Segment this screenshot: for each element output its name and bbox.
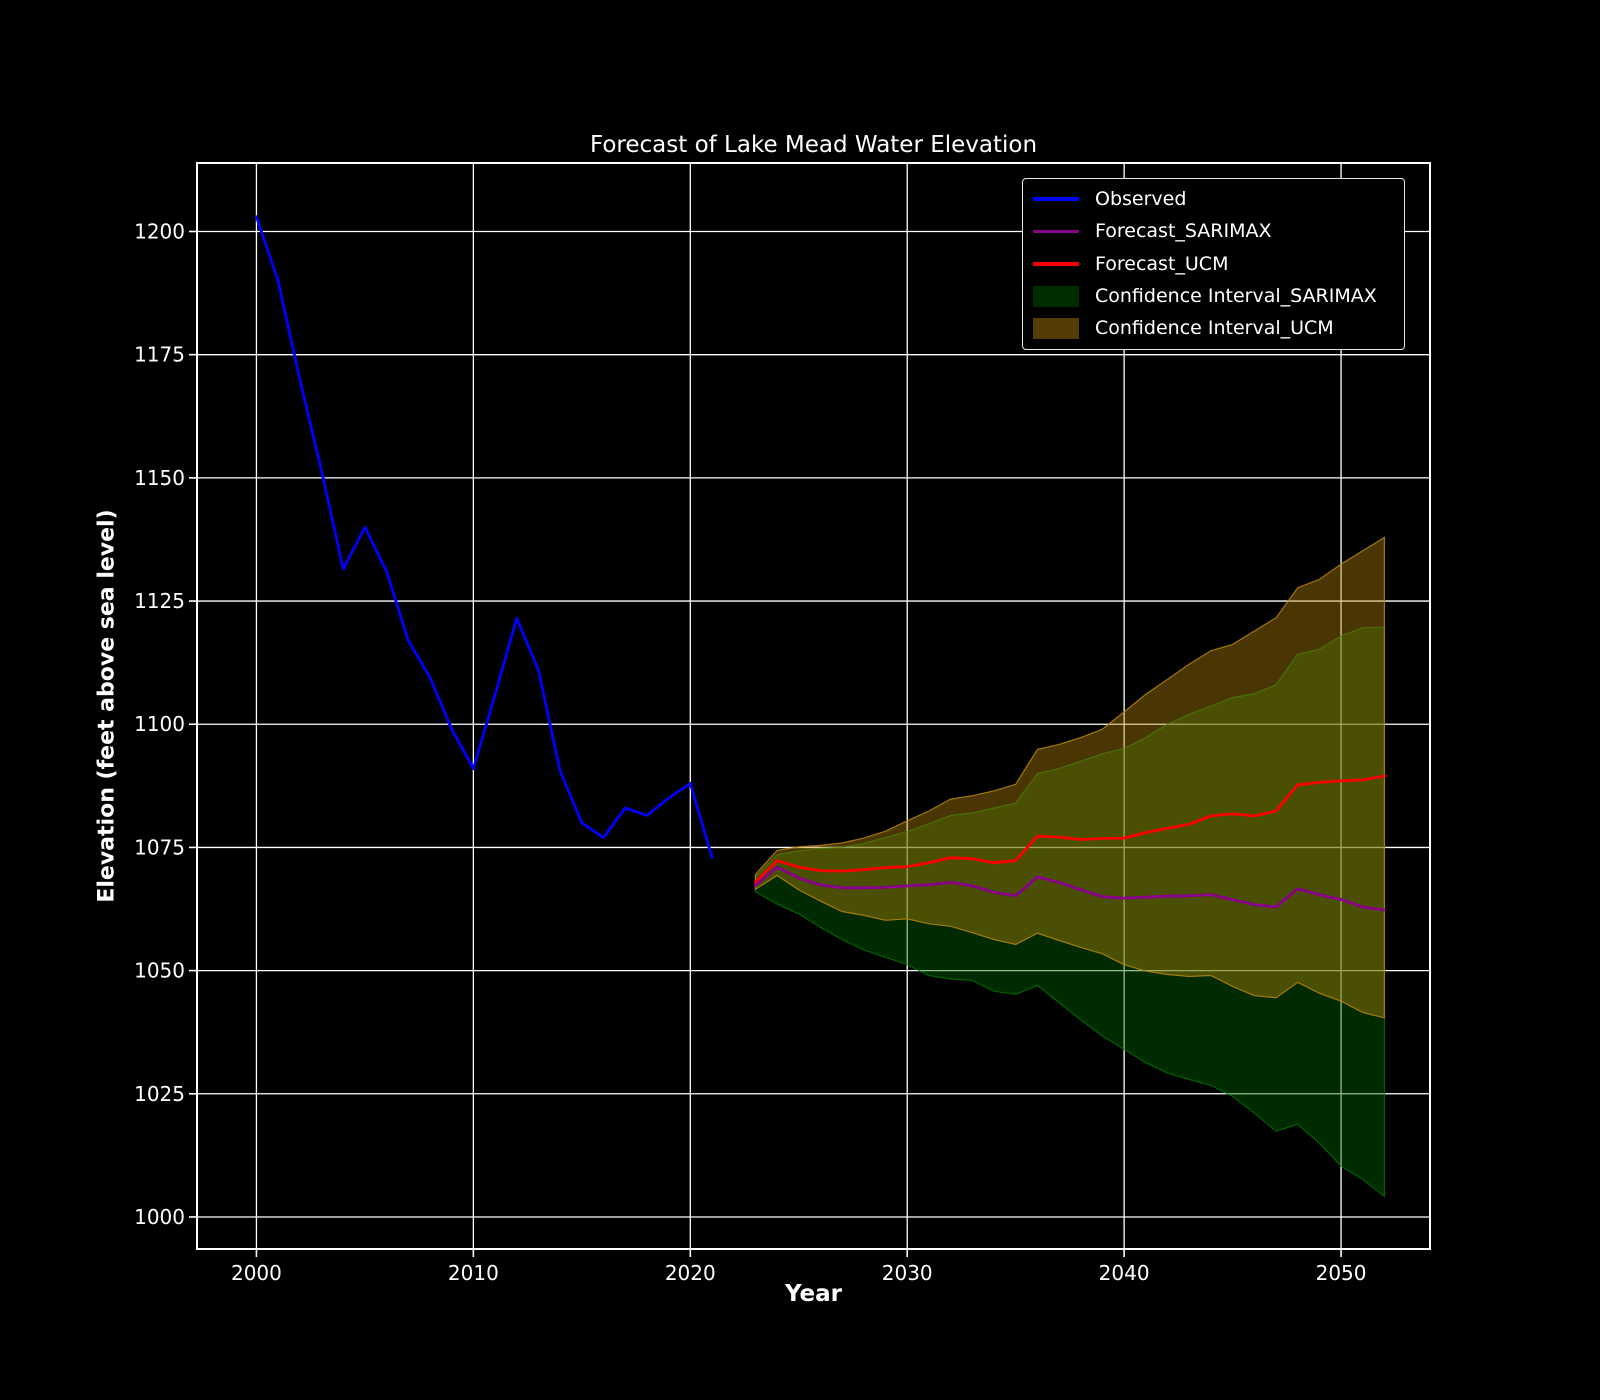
legend-item-observed: Observed — [1023, 183, 1404, 215]
legend-line-sample-forecast-sarimax — [1033, 229, 1079, 234]
y-tick-label-1150: 1150 — [134, 466, 185, 490]
y-tick-label-1075: 1075 — [134, 835, 185, 859]
x-tick-label-2000: 2000 — [231, 1261, 282, 1285]
legend: Observed Forecast_SARIMAX Forecast_UCM C… — [1022, 178, 1405, 350]
legend-line-sample-forecast-ucm — [1033, 262, 1079, 266]
x-tick-label-2040: 2040 — [1099, 1261, 1150, 1285]
y-tick-label-1125: 1125 — [134, 589, 185, 613]
legend-item-forecast-sarimax: Forecast_SARIMAX — [1023, 215, 1404, 247]
x-tick-label-2050: 2050 — [1316, 1261, 1367, 1285]
y-tick-label-1000: 1000 — [134, 1205, 185, 1229]
plot-border — [196, 162, 1431, 1250]
y-axis-label: Elevation (feet above sea level) — [94, 509, 120, 903]
series-line-forecast_ucm — [754, 774, 1386, 884]
y-tick-label-1025: 1025 — [134, 1082, 185, 1106]
series-line-observed — [254, 215, 714, 859]
legend-label-forecast-sarimax: Forecast_SARIMAX — [1095, 220, 1272, 243]
legend-line-sample-observed — [1033, 197, 1079, 201]
x-axis-label: Year — [784, 1281, 842, 1307]
y-tick-label-1050: 1050 — [134, 959, 185, 983]
confidence-band-sarimax — [754, 626, 1386, 1198]
y-tick-label-1175: 1175 — [134, 343, 185, 367]
legend-item-ci-ucm: Confidence Interval_UCM — [1023, 313, 1404, 345]
legend-label-ci-ucm: Confidence Interval_UCM — [1095, 317, 1334, 340]
y-tick-label-1100: 1100 — [134, 712, 185, 736]
series-line-forecast_sarimax — [754, 865, 1386, 912]
legend-label-forecast-ucm: Forecast_UCM — [1095, 252, 1229, 275]
legend-patch-sample-ci-ucm — [1033, 318, 1079, 340]
x-tick-label-2010: 2010 — [448, 1261, 499, 1285]
legend-patch-sample-ci-sarimax — [1033, 285, 1079, 307]
legend-label-observed: Observed — [1095, 187, 1187, 210]
x-tick-label-2030: 2030 — [882, 1261, 933, 1285]
x-tick-label-2020: 2020 — [665, 1261, 716, 1285]
legend-item-ci-sarimax: Confidence Interval_SARIMAX — [1023, 280, 1404, 312]
chart-title: Forecast of Lake Mead Water Elevation — [589, 132, 1038, 158]
legend-label-ci-sarimax: Confidence Interval_SARIMAX — [1095, 284, 1377, 307]
y-tick-label-1200: 1200 — [134, 219, 185, 243]
legend-item-forecast-ucm: Forecast_UCM — [1023, 248, 1404, 280]
